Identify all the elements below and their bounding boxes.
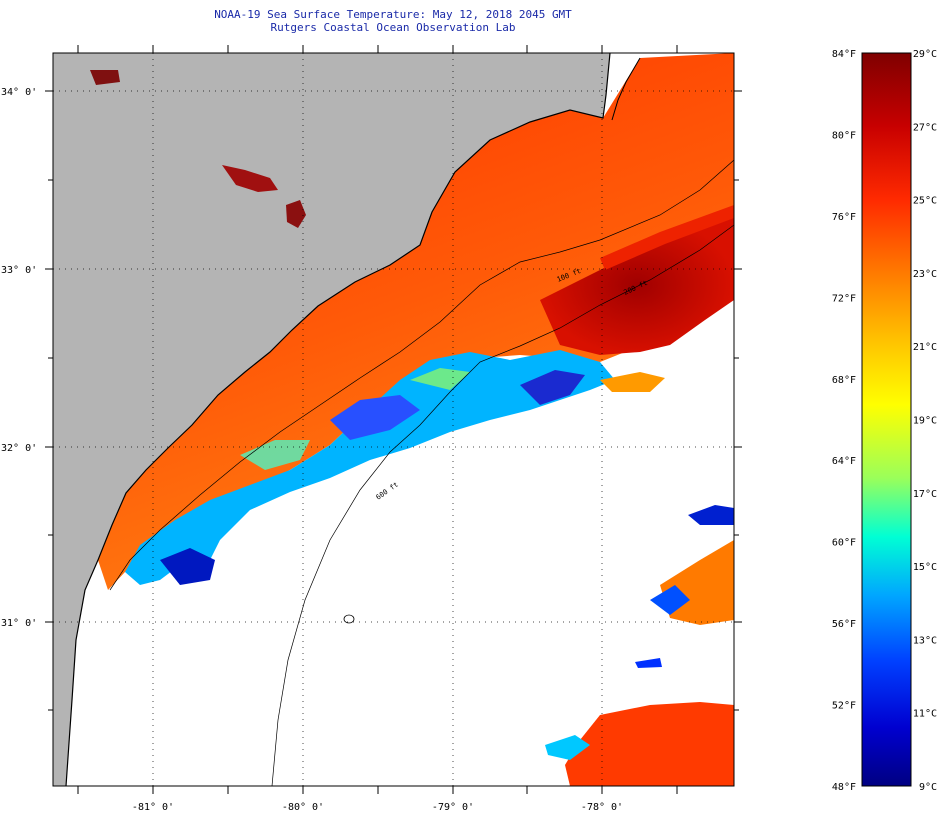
- legend-fahrenheit-label: 72°F: [832, 293, 856, 304]
- lon-label-79: -79° 0': [432, 802, 474, 813]
- legend-fahrenheit-label: 80°F: [832, 130, 856, 141]
- offshore-warm-patch-1: [565, 702, 734, 786]
- legend-celsius-label: 9°C: [919, 782, 937, 793]
- lat-label-31: 31° 0': [1, 618, 37, 629]
- legend-celsius-label: 23°C: [913, 269, 937, 280]
- gulf-stream-core: [540, 215, 734, 355]
- lat-label-33: 33° 0': [1, 265, 37, 276]
- warm-filament: [600, 205, 734, 270]
- legend-fahrenheit-label: 52°F: [832, 701, 856, 712]
- lat-label-32: 32° 0': [1, 443, 37, 454]
- inland-lake-1: [222, 165, 278, 192]
- map-title: NOAA-19 Sea Surface Temperature: May 12,…: [214, 8, 572, 21]
- lon-label-80: -80° 0': [282, 802, 324, 813]
- legend-celsius-label: 13°C: [913, 635, 937, 646]
- legend-fahrenheit-label: 60°F: [832, 538, 856, 549]
- cold-core-1: [330, 395, 420, 440]
- contour-100ft: [109, 159, 734, 591]
- legend-celsius-label: 25°C: [913, 196, 937, 207]
- barrier-island: [611, 57, 641, 121]
- legend-fahrenheit-label: 68°F: [832, 375, 856, 386]
- cold-core-2: [520, 370, 585, 405]
- offshore-blue-spot-2: [635, 658, 662, 668]
- legend-fahrenheit-label: 56°F: [832, 619, 856, 630]
- map-border: [52, 52, 735, 787]
- inland-lake-2: [286, 200, 306, 228]
- contour-200ft: [271, 224, 734, 786]
- legend-celsius-label: 11°C: [913, 709, 937, 720]
- coastline: [65, 53, 611, 786]
- cold-upwelling-band: [125, 350, 615, 585]
- graticule: [53, 53, 734, 786]
- cold-core-3: [160, 548, 215, 585]
- legend-celsius-label: 29°C: [913, 49, 937, 60]
- tick-marks: [45, 45, 742, 794]
- legend-celsius-label: 27°C: [913, 122, 937, 133]
- temperature-color-scale: [861, 52, 912, 787]
- legend-ticks: 84°F 80°F 76°F 72°F 68°F 64°F 60°F 56°F 52°F 48°F…: [832, 49, 937, 793]
- legend-fahrenheit-label: 84°F: [832, 49, 856, 60]
- offshore-cyan-edge: [545, 735, 590, 760]
- legend-celsius-label: 17°C: [913, 489, 937, 500]
- offshore-cold-edge: [650, 585, 690, 615]
- lon-label-81: -81° 0': [132, 802, 174, 813]
- offshore-small-warm: [600, 372, 665, 392]
- legend-celsius-label: 19°C: [913, 416, 937, 427]
- map-subtitle: Rutgers Coastal Ocean Observation Lab: [270, 21, 516, 34]
- legend-fahrenheit-label: 76°F: [832, 212, 856, 223]
- legend-fahrenheit-label: 48°F: [832, 782, 856, 793]
- land-area: [53, 53, 610, 786]
- legend-fahrenheit-label: 64°F: [832, 456, 856, 467]
- seamount-contour: [343, 614, 355, 624]
- inland-lake-3: [90, 70, 120, 85]
- legend-celsius-label: 15°C: [913, 562, 937, 573]
- lat-label-34: 34° 0': [1, 87, 37, 98]
- lon-label-78: -78° 0': [581, 802, 623, 813]
- offshore-blue-spot-1: [688, 505, 734, 525]
- legend-celsius-label: 21°C: [913, 342, 937, 353]
- green-patch: [410, 368, 470, 390]
